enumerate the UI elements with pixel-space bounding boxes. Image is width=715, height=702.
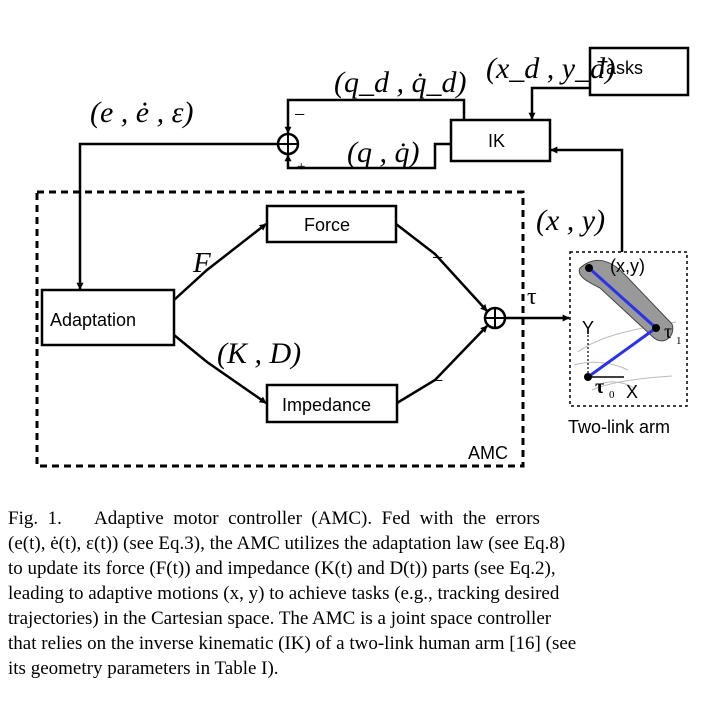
torque-signal-label: τ [527,284,537,310]
impedance-to-junction-arrow [396,325,488,405]
minus-sign-impedance: − [432,370,443,392]
tasks-box [588,46,690,97]
ik-label: IK [488,131,505,151]
tau0-label: τ [595,376,604,398]
minus-sign-force: − [432,247,443,269]
endpoint-joint [585,264,593,272]
caption-line-5: trajectories) in the Cartesian space. Th… [8,608,552,629]
amc-block-diagram: AMC Tasks IK Force Impedance Adaptation … [35,46,690,468]
caption-line-7: its geometry parameters in Table I). [8,658,279,679]
impedance-signal-label: (K , D) [217,337,301,370]
amc-boundary [35,190,525,468]
tasks-label: Tasks [597,58,643,78]
arm-sketch-outline [573,321,677,391]
force-label: Force [304,215,350,235]
tau1-label: τ [664,321,672,343]
actual-xy-signal-label: (x , y) [536,204,605,237]
actual-q-signal-label: (q , q̇) [347,136,419,169]
tau1-subscript: 1 [676,335,682,347]
amc-label: AMC [468,443,508,463]
adaptation-box [40,288,176,347]
ik-to-junction-actual-arrow [284,142,451,170]
tasks-to-ik-arrow [528,86,590,120]
minus-sign-top: − [294,104,305,126]
force-to-junction-arrow [395,223,488,312]
upper-arm-link [587,326,657,379]
caption-line-2: (e(t), ė(t), ε(t)) (see Eq.3), the AMC u… [8,533,566,554]
ik-to-junction-desired-arrow [284,98,466,134]
arm-caption-label: Two-link arm [568,417,670,437]
figure-caption: Fig. 1. Adaptive motor controller (AMC).… [8,506,680,681]
desired-q-signal-label: (q_d , q̇_d) [334,66,466,99]
caption-line-1: Fig. 1. Adaptive motor controller (AMC).… [8,508,540,529]
tau0-subscript: 0 [609,389,615,401]
caption-line-3: to update its force (F(t)) and impedance… [8,558,556,579]
force-signal-label: F [192,247,211,279]
adaptation-to-impedance-arrow [173,334,267,405]
impedance-box [265,383,399,424]
impedance-label: Impedance [282,395,371,415]
adaptation-label: Adaptation [50,310,136,330]
forearm-link [587,266,658,330]
caption-line-6: that relies on the inverse kinematic (IK… [8,633,577,654]
x-axis-label: X [626,382,638,402]
plus-sign-bottom: + [297,159,305,175]
errors-to-adaptation-arrow [76,142,277,290]
errors-signal-label: (e , ė , ε) [90,96,193,129]
caption-line-4: leading to adaptive motions (x, y) to ac… [8,583,560,604]
arm-endpoint-label: (x,y) [610,256,645,276]
adaptation-to-force-arrow [173,223,267,301]
elbow-joint [652,324,660,332]
ik-box [449,118,552,163]
y-axis-label: Y [582,318,594,338]
two-link-arm-figure: (x,y) τ 1 τ 0 Y X [573,256,682,402]
arm-to-ik-arrow [550,146,624,252]
desired-xy-signal-label: (x_d , y_d) [486,52,615,85]
